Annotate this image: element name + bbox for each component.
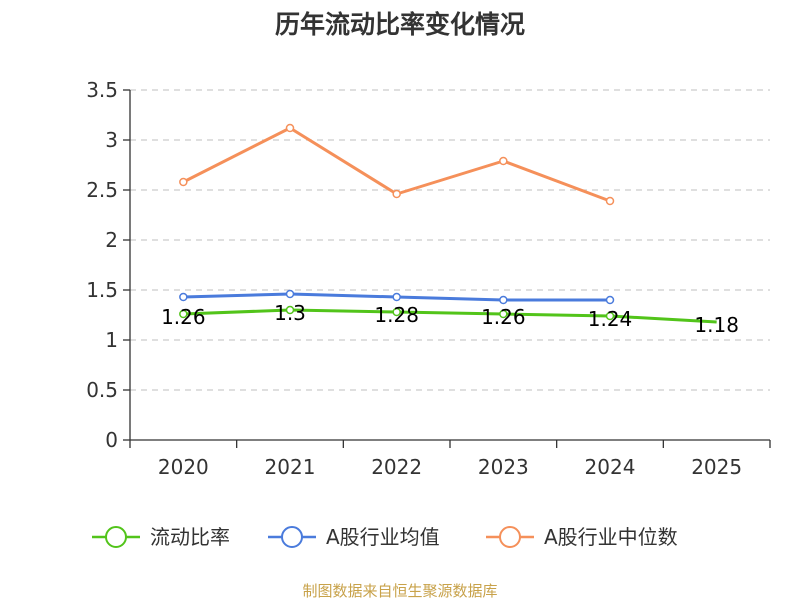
x-tick-label: 2025 bbox=[691, 455, 742, 479]
data-point bbox=[499, 156, 508, 166]
series-line-0 bbox=[183, 308, 717, 324]
data-label: 1.28 bbox=[374, 303, 419, 327]
data-point bbox=[392, 189, 401, 199]
data-label: 1.18 bbox=[694, 313, 739, 337]
series-lines bbox=[182, 126, 717, 324]
data-label: 1.3 bbox=[274, 301, 306, 325]
chart-title: 历年流动比率变化情况 bbox=[275, 10, 525, 39]
data-label: 1.26 bbox=[161, 305, 206, 329]
data-point bbox=[499, 309, 508, 319]
grid-lines bbox=[130, 89, 770, 391]
source-note: 制图数据来自恒生聚源数据库 bbox=[302, 582, 497, 600]
legend-swatch-marker bbox=[499, 526, 521, 548]
y-tick-label: 2 bbox=[105, 228, 118, 252]
legend-swatch-marker bbox=[281, 526, 303, 548]
data-point bbox=[285, 123, 295, 133]
y-tick-label: 0 bbox=[105, 428, 118, 452]
legend-label: 流动比率 bbox=[150, 525, 230, 549]
data-label: 1.26 bbox=[481, 305, 526, 329]
x-tick-label: 2024 bbox=[585, 455, 636, 479]
data-point bbox=[392, 307, 401, 317]
y-tick-label: 3 bbox=[105, 128, 118, 152]
data-point bbox=[605, 196, 615, 206]
data-label: 1.24 bbox=[588, 307, 633, 331]
data-point bbox=[605, 311, 615, 321]
x-tick-label: 2022 bbox=[371, 455, 422, 479]
x-tick-label: 2021 bbox=[265, 455, 316, 479]
legend-label: A股行业中位数 bbox=[544, 525, 678, 549]
data-labels: 1.26 1.3 1.28 1.26 1.24 1.18 bbox=[161, 301, 739, 337]
legend[interactable]: 流动比率 A股行业均值 A股行业中位数 bbox=[92, 525, 678, 549]
y-tick-label: 2.5 bbox=[86, 178, 118, 202]
data-point bbox=[179, 292, 188, 302]
y-tick-label: 1.5 bbox=[86, 278, 118, 302]
data-point bbox=[499, 295, 508, 305]
y-tick-label: 0.5 bbox=[86, 378, 118, 402]
axes: 0 0.5 1 1.5 2 2.5 3 3.5 2020 2021 2022 2023 2024 2025 bbox=[86, 78, 771, 479]
y-tick-label: 3.5 bbox=[86, 78, 118, 102]
x-tick-label: 2020 bbox=[158, 455, 209, 479]
y-tick-label: 1 bbox=[105, 328, 118, 352]
data-point bbox=[605, 295, 615, 305]
legend-swatch-marker bbox=[105, 526, 127, 548]
data-points bbox=[179, 123, 615, 321]
data-point bbox=[179, 177, 188, 187]
data-point bbox=[179, 309, 188, 319]
data-point bbox=[285, 289, 295, 299]
data-point bbox=[392, 292, 401, 302]
x-tick-label: 2023 bbox=[478, 455, 529, 479]
data-point bbox=[285, 305, 295, 315]
legend-label: A股行业均值 bbox=[326, 525, 440, 549]
